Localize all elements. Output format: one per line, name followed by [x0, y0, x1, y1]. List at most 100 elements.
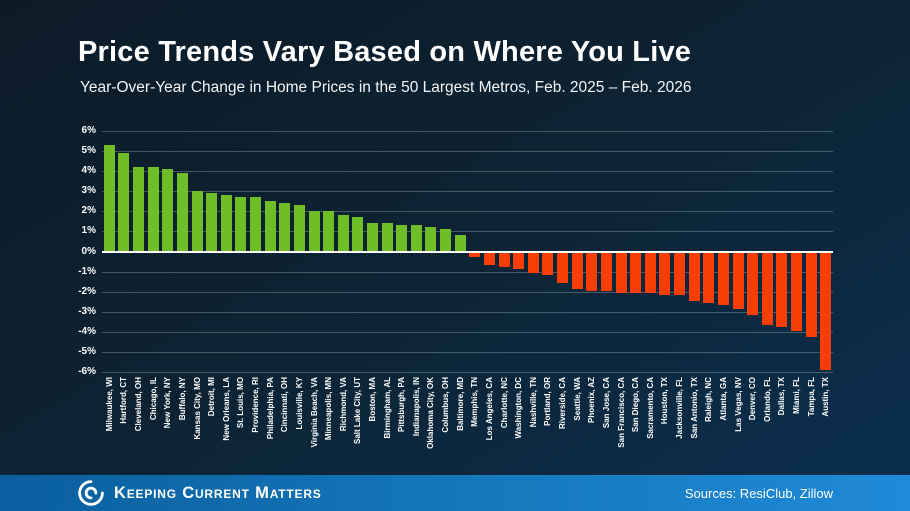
x-tick-label: Jacksonville, FL — [675, 377, 684, 439]
x-tick-label: Orlando, FL — [762, 377, 772, 422]
x-tick-label: Charlotte, NC — [499, 377, 509, 429]
grid-line — [102, 351, 833, 353]
bar-indianapolis-in — [410, 225, 422, 252]
bar-salt-lake-city-ut — [352, 217, 364, 252]
x-tick-label: Hartford, CT — [119, 377, 129, 424]
bar-washington-dc — [513, 253, 525, 270]
x-tick-label: Richmond, VA — [338, 377, 348, 432]
x-tick-label: Seattle, WA — [572, 377, 582, 421]
x-tick-label: Portland, OR — [543, 377, 553, 426]
y-tick-label: -6% — [78, 366, 96, 377]
bar-riverside-ca — [557, 253, 568, 284]
y-tick-label: 1% — [81, 225, 96, 237]
grid-line — [102, 291, 833, 293]
grid-line — [102, 171, 833, 173]
footer-bar: Keeping Current Matters Sources: ResiClu… — [0, 475, 910, 511]
x-tick-label: Chicago, IL — [148, 377, 158, 421]
x-tick-label: San Diego, CA — [631, 377, 641, 433]
bar-orlando-fl — [761, 253, 773, 326]
x-tick-label: Phoenix, AZ — [587, 377, 597, 423]
bar-memphis-tn — [469, 253, 481, 257]
grid-line — [102, 231, 833, 233]
x-tick-label: Louisville, KY — [294, 377, 304, 430]
grid-line — [102, 372, 833, 373]
bar-denver-co — [747, 253, 759, 316]
bar-san-jose-ca — [600, 253, 612, 292]
x-tick-label: Sacramento, CA — [645, 377, 655, 439]
bar-san-antonio-tx — [688, 253, 700, 302]
sources-text: Sources: ResiClub, Zillow — [684, 485, 833, 501]
x-tick-label: Washington, DC — [514, 377, 524, 439]
y-tick-label: -5% — [78, 345, 96, 357]
bar-baltimore-md — [454, 235, 466, 252]
y-tick-label: -2% — [78, 285, 96, 297]
bar-richmond-va — [337, 215, 349, 252]
x-tick-label: Raleigh, NC — [704, 377, 714, 422]
grid-line — [102, 271, 833, 273]
brand-name: Keeping Current Matters — [114, 483, 322, 502]
bar-charlotte-nc — [498, 253, 510, 268]
y-tick-label: 6% — [81, 125, 96, 136]
grid-line — [102, 211, 833, 213]
page-subtitle: Year-Over-Year Change in Home Prices in … — [80, 79, 692, 96]
bar-new-york-ny — [162, 169, 174, 252]
bar-atlanta-ga — [717, 253, 729, 306]
bar-dallas-tx — [776, 253, 788, 328]
x-tick-label: Nashville, TN — [528, 377, 538, 428]
zero-baseline — [102, 250, 833, 253]
bar-milwaukee-wi — [103, 145, 115, 252]
y-tick-label: -4% — [78, 325, 96, 337]
bar-virginia-beach-va — [308, 211, 320, 252]
x-tick-label: New York, NY — [163, 377, 173, 429]
x-tick-label: Atlanta, GA — [718, 377, 728, 421]
x-tick-label: Los Angeles, CA — [484, 377, 494, 441]
bar-louisville-ky — [293, 205, 305, 252]
y-tick-label: 3% — [81, 185, 96, 197]
bar-kansas-city-mo — [191, 191, 203, 252]
bar-nashville-tn — [527, 253, 539, 274]
bar-portland-or — [542, 253, 554, 276]
x-tick-label: Salt Lake City, UT — [353, 377, 363, 444]
grid-line — [102, 191, 833, 193]
bar-tampa-fl — [805, 253, 817, 338]
bar-oklahoma-city-ok — [425, 227, 437, 252]
x-tick-label: Oklahoma City, OK — [426, 377, 436, 449]
bar-philadelphia-pa — [264, 201, 276, 252]
bar-cleveland-oh — [133, 167, 144, 252]
x-tick-label: Pittsburgh, PA — [397, 377, 407, 432]
bar-los-angeles-ca — [483, 253, 495, 265]
x-tick-label: St. Louis, MO — [236, 377, 246, 429]
x-tick-label: Tampa, FL — [806, 377, 816, 417]
x-tick-label: Austin, TX — [821, 377, 831, 417]
bar-miami-fl — [790, 253, 802, 332]
x-tick-label: Indianapolis, IN — [411, 377, 421, 437]
bar-minneapolis-mn — [323, 211, 335, 252]
x-tick-label: San Antonio, TX — [689, 377, 699, 439]
x-tick-label: Minneapolis, MN — [324, 377, 334, 441]
x-tick-label: Cleveland, OH — [134, 377, 143, 432]
brand-lockup: Keeping Current Matters — [78, 480, 322, 506]
bar-st-louis-mo — [235, 197, 247, 252]
grid-line — [102, 151, 833, 153]
x-tick-label: Baltimore, MD — [455, 377, 465, 431]
bar-hartford-ct — [118, 153, 130, 252]
bar-boston-ma — [367, 223, 378, 252]
x-tick-label: Detroit, MI — [207, 377, 217, 417]
y-tick-label: -3% — [78, 305, 96, 317]
bar-pittsburgh-pa — [396, 225, 408, 252]
bar-sacramento-ca — [644, 253, 656, 294]
x-tick-label: Dallas, TX — [777, 377, 787, 416]
bar-buffalo-ny — [176, 173, 188, 252]
bar-raleigh-nc — [703, 253, 715, 304]
bar-houston-tx — [659, 253, 671, 296]
bar-las-vegas-nv — [732, 253, 744, 310]
x-tick-label: Philadelphia, PA — [265, 377, 275, 440]
bar-chicago-il — [147, 167, 159, 252]
y-tick-label: 5% — [81, 145, 96, 157]
bar-new-orleans-la — [220, 195, 232, 252]
bar-birmingham-al — [381, 223, 393, 252]
x-tick-label: Columbus, OH — [441, 377, 451, 433]
x-tick-label: Buffalo, NY — [177, 377, 187, 421]
bar-providence-ri — [250, 197, 261, 252]
y-tick-label: 4% — [81, 165, 96, 177]
